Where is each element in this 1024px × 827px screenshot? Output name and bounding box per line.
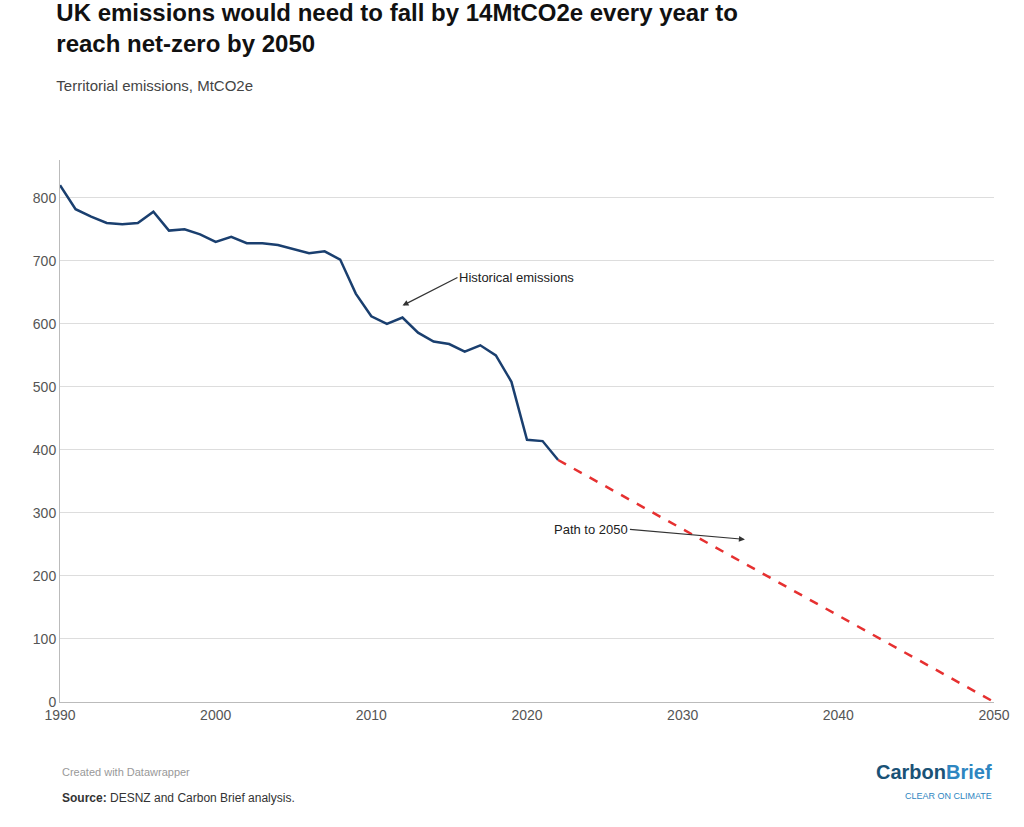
svg-text:Historical emissions: Historical emissions bbox=[459, 270, 574, 285]
svg-text:2020: 2020 bbox=[511, 707, 542, 723]
svg-text:2050: 2050 bbox=[978, 707, 1009, 723]
svg-text:400: 400 bbox=[33, 442, 57, 458]
svg-text:500: 500 bbox=[33, 379, 57, 395]
svg-text:Created with Datawrapper: Created with Datawrapper bbox=[62, 766, 190, 778]
svg-text:100: 100 bbox=[33, 631, 57, 647]
svg-text:0: 0 bbox=[48, 694, 56, 710]
svg-text:600: 600 bbox=[33, 316, 57, 332]
svg-text:2010: 2010 bbox=[356, 707, 387, 723]
svg-text:2030: 2030 bbox=[667, 707, 698, 723]
svg-text:UK emissions would need to fal: UK emissions would need to fall by 14MtC… bbox=[56, 0, 738, 57]
svg-text:300: 300 bbox=[33, 505, 57, 521]
svg-text:800: 800 bbox=[33, 190, 57, 206]
svg-text:2000: 2000 bbox=[200, 707, 231, 723]
svg-text:700: 700 bbox=[33, 253, 57, 269]
svg-text:Path to 2050: Path to 2050 bbox=[554, 522, 628, 537]
svg-text:1990: 1990 bbox=[44, 707, 75, 723]
svg-text:Source: DESNZ and Carbon Brief: Source: DESNZ and Carbon Brief analysis. bbox=[62, 791, 295, 805]
svg-text:CarbonBrief: CarbonBrief bbox=[876, 761, 992, 783]
svg-text:200: 200 bbox=[33, 568, 57, 584]
svg-text:2040: 2040 bbox=[823, 707, 854, 723]
svg-text:Territorial emissions, MtCO2e: Territorial emissions, MtCO2e bbox=[56, 77, 253, 94]
svg-text:CLEAR ON CLIMATE: CLEAR ON CLIMATE bbox=[905, 791, 992, 801]
